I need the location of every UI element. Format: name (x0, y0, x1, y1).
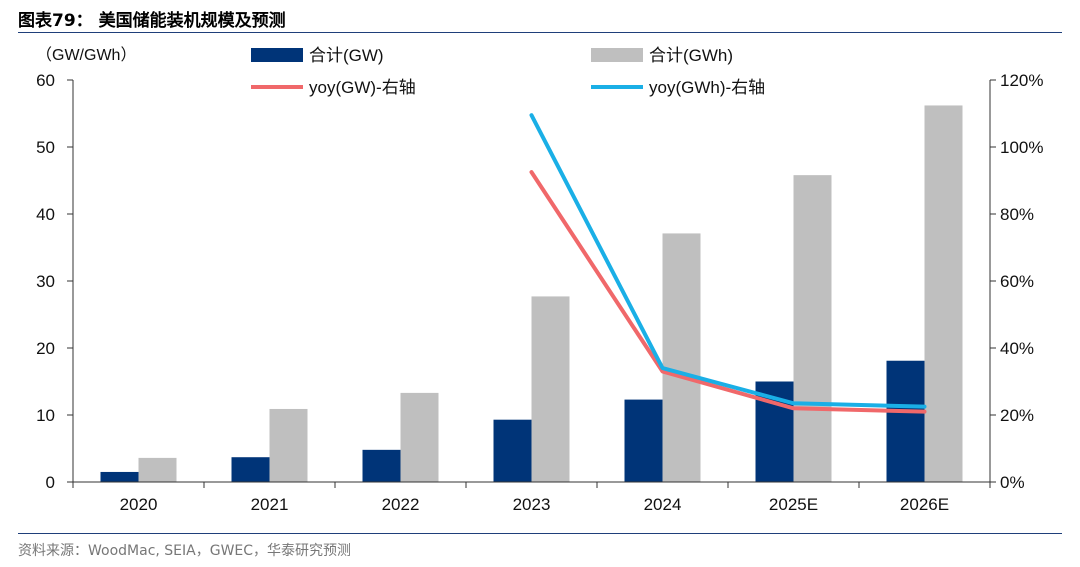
y-tick-label-left: 60 (36, 71, 55, 90)
y-tick-label-right: 120% (1000, 71, 1043, 90)
bar (138, 457, 177, 482)
legend-swatch (251, 48, 303, 62)
axes: 0 10 20 30 40 50 60 0% 20% 40% 60% 80% 100% 120% 2020 2… (36, 71, 1043, 514)
bar (624, 399, 663, 482)
y-tick-label-left: 10 (36, 406, 55, 425)
legend-label: yoy(GWh)-右轴 (649, 78, 765, 97)
y-tick-label-right: 40% (1000, 339, 1034, 358)
bar (269, 408, 308, 482)
x-tick-label: 2021 (251, 495, 289, 514)
bar (231, 457, 270, 482)
bar (793, 175, 832, 482)
bar (531, 296, 570, 482)
bar (493, 419, 532, 482)
legend: 合计(GW) 合计(GWh) yoy(GW)-右轴 yoy(GWh)-右轴 (251, 46, 765, 97)
chart-area: （GW/GWh） 合计(GW) 合计(GWh) yoy(GW)-右轴 yoy(GWh)… (36, 46, 1043, 514)
x-tick-label: 2020 (120, 495, 158, 514)
y-tick-label-left: 20 (36, 339, 55, 358)
y-tick-label-right: 100% (1000, 138, 1043, 157)
legend-label: 合计(GW) (309, 46, 384, 65)
y-tick-label-right: 0% (1000, 473, 1025, 492)
bar (400, 392, 439, 482)
y-tick-label-left: 0 (46, 473, 55, 492)
y-tick-label-right: 80% (1000, 205, 1034, 224)
y-axis-label: （GW/GWh） (36, 46, 136, 64)
x-tick-label: 2025E (769, 495, 818, 514)
y-tick-label-left: 50 (36, 138, 55, 157)
x-tick-label: 2023 (513, 495, 551, 514)
series-line (529, 113, 927, 409)
top-rule (18, 32, 1062, 33)
legend-swatch (591, 48, 643, 62)
figure-title: 图表79： 美国储能装机规模及预测 (18, 11, 286, 31)
y-tick-label-left: 40 (36, 205, 55, 224)
x-tick-label: 2026E (900, 495, 949, 514)
y-tick-label-right: 20% (1000, 406, 1034, 425)
bar (924, 105, 963, 483)
bars (100, 105, 963, 483)
lines (529, 113, 927, 414)
bar (662, 233, 701, 482)
y-tick-label-right: 60% (1000, 272, 1034, 291)
legend-label: 合计(GWh) (649, 46, 733, 65)
bar (362, 449, 401, 482)
bottom-rule (18, 533, 1062, 534)
legend-label: yoy(GW)-右轴 (309, 78, 416, 97)
bar (100, 471, 139, 482)
bar (886, 360, 925, 482)
series-line (529, 170, 927, 414)
x-tick-label: 2024 (644, 495, 682, 514)
x-tick-label: 2022 (382, 495, 420, 514)
source-note: 资料来源：WoodMac, SEIA，GWEC，华泰研究预测 (18, 543, 352, 559)
y-tick-label-left: 30 (36, 272, 55, 291)
